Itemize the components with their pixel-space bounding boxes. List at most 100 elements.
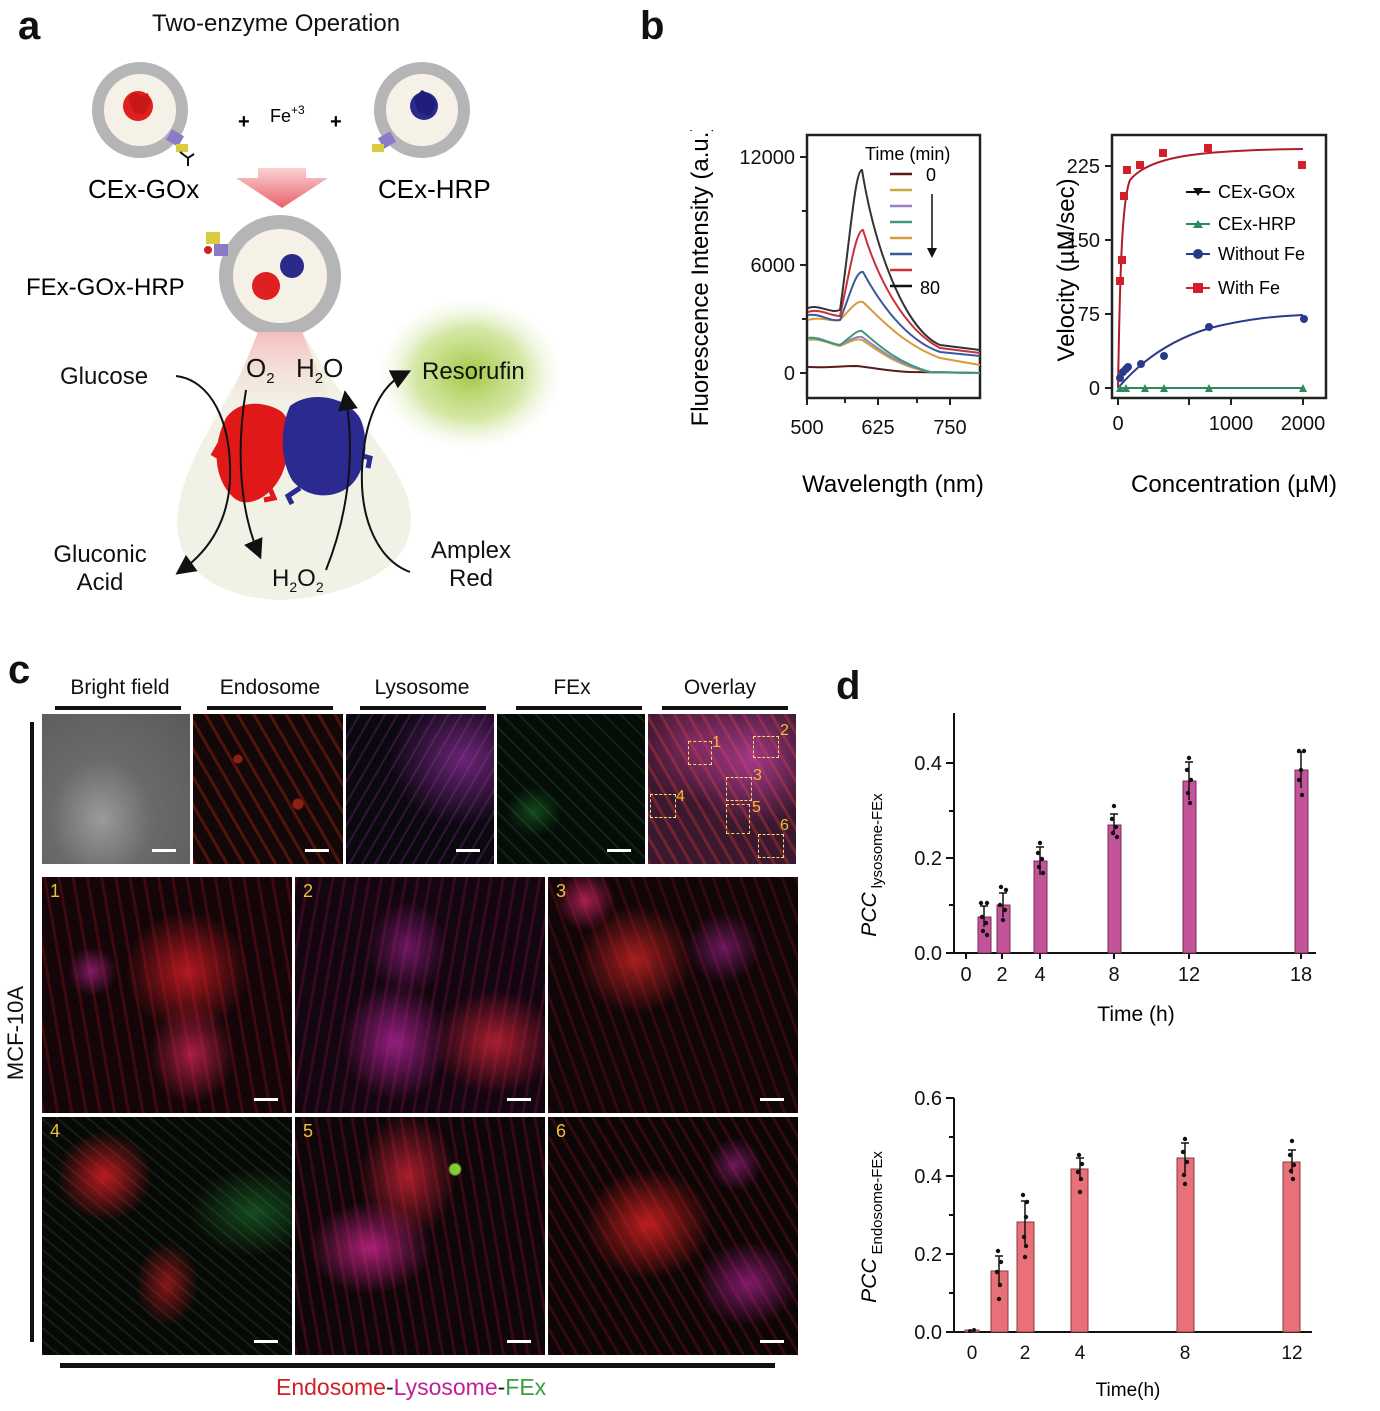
fex-gox-hrp-label: FEx-GOx-HRP bbox=[26, 274, 185, 301]
svg-text:0: 0 bbox=[1112, 413, 1123, 435]
panel-b-label: b bbox=[640, 4, 665, 48]
svg-text:2: 2 bbox=[996, 964, 1007, 986]
legend-end: 80 bbox=[920, 278, 940, 298]
svg-text:75: 75 bbox=[1078, 304, 1100, 326]
glucose-to-gluconic-arrow-icon bbox=[175, 375, 232, 575]
svg-text:4: 4 bbox=[1034, 964, 1045, 986]
zoom-tile-2: 2 bbox=[295, 877, 545, 1113]
fusion-arrow-icon bbox=[236, 168, 328, 208]
col-header-endosome: Endosome bbox=[219, 676, 321, 699]
micrograph-lysosome bbox=[346, 714, 494, 864]
zoom-tile-1: 1 bbox=[42, 877, 292, 1113]
resorufin-glow-icon bbox=[378, 298, 560, 450]
svg-text:0.2: 0.2 bbox=[914, 848, 942, 870]
header-rule bbox=[207, 706, 333, 710]
glucose-label: Glucose bbox=[60, 363, 149, 390]
plus-sign-1: + bbox=[238, 111, 250, 133]
svg-text:CEx-GOx: CEx-GOx bbox=[1218, 182, 1295, 202]
legend-start: 0 bbox=[926, 165, 936, 185]
svg-text:12: 12 bbox=[1281, 1343, 1302, 1364]
y-axis-label: Fluorescence Intensity (a.u.) bbox=[687, 130, 714, 426]
legend-title: Time (min) bbox=[865, 144, 950, 164]
svg-text:4: 4 bbox=[1075, 1343, 1086, 1364]
amplex-red-label: Amplex Red bbox=[430, 537, 512, 592]
o2-label: O2 bbox=[246, 353, 275, 388]
svg-text:1000: 1000 bbox=[1209, 413, 1254, 435]
scheme-title: Two-enzyme Operation bbox=[152, 10, 401, 37]
header-rule bbox=[360, 706, 486, 710]
x-axis-label: Time(h) bbox=[1096, 1380, 1161, 1401]
svg-text:0.6: 0.6 bbox=[914, 1088, 942, 1110]
micrograph-endosome bbox=[193, 714, 343, 864]
col-header-overlay: Overlay bbox=[683, 676, 757, 699]
resorufin-label: Resorufin bbox=[422, 358, 525, 385]
gluconic-acid-label: Gluconic Acid bbox=[53, 541, 147, 596]
x-axis-label: Wavelength (nm) bbox=[802, 471, 984, 498]
xtick-500: 500 bbox=[790, 417, 823, 439]
micrograph-overlay: 1 2 3 4 5 6 bbox=[648, 714, 796, 864]
micrograph-bright-field bbox=[42, 714, 190, 864]
svg-text:0.2: 0.2 bbox=[914, 1244, 942, 1266]
panel-d-label: d bbox=[836, 664, 861, 708]
svg-text:8: 8 bbox=[1108, 964, 1119, 986]
col-header-fex: FEx bbox=[553, 676, 591, 699]
ytick-12000: 12000 bbox=[739, 147, 795, 169]
vesicle-cex-gox-icon bbox=[92, 62, 195, 166]
svg-text:225: 225 bbox=[1067, 156, 1100, 178]
header-rule bbox=[516, 706, 642, 710]
o2-to-h2o2-arrow-icon bbox=[239, 389, 263, 560]
ytick-6000: 6000 bbox=[751, 255, 796, 277]
caption-rule bbox=[60, 1363, 775, 1368]
svg-text:0.0: 0.0 bbox=[914, 943, 942, 965]
h2o-label: H2O bbox=[296, 353, 344, 388]
svg-text:0.0: 0.0 bbox=[914, 1322, 942, 1344]
merge-caption: Endosome-Lysosome-FEx bbox=[276, 1374, 547, 1400]
xtick-625: 625 bbox=[861, 417, 894, 439]
iron-label: Fe+3 bbox=[270, 103, 305, 126]
micrograph-fex bbox=[497, 714, 645, 864]
zoom-tile-5: 5 bbox=[295, 1117, 545, 1355]
legend-swatches bbox=[890, 172, 912, 288]
svg-text:0.4: 0.4 bbox=[914, 1166, 942, 1188]
fluorescence-spectra-chart: 12000 6000 0 500 625 750 Wavelength (nm)… bbox=[687, 130, 984, 498]
cex-hrp-label: CEx-HRP bbox=[378, 174, 491, 204]
svg-text:0: 0 bbox=[960, 964, 971, 986]
pcc-endosome-fex-chart: 0.0 0.2 0.4 0.6 0 2 4 8 12 Time(h) PCCEndosome… bbox=[858, 1088, 1312, 1401]
panel-a-label: a bbox=[18, 4, 41, 48]
svg-text:Without Fe: Without Fe bbox=[1218, 244, 1305, 264]
svg-text:150: 150 bbox=[1067, 230, 1100, 252]
h2o2-label: H2O2 bbox=[272, 565, 324, 595]
header-rule bbox=[55, 706, 181, 710]
zoom-tile-3: 3 bbox=[548, 877, 798, 1113]
y-axis-label: PCClysosome-FEx bbox=[858, 793, 886, 937]
col-header-bright-field: Bright field bbox=[70, 676, 170, 699]
svg-text:2: 2 bbox=[1020, 1343, 1031, 1364]
y-axis-label: PCCEndosome-FEx bbox=[858, 1151, 886, 1303]
vesicle-cex-hrp-icon bbox=[372, 62, 470, 158]
svg-text:0.4: 0.4 bbox=[914, 753, 942, 775]
zoom-tile-4: 4 bbox=[42, 1117, 292, 1355]
xtick-750: 750 bbox=[933, 417, 966, 439]
enzyme-cascade-scheme: + Fe+3 + CEx-GOx CEx-HRP FEx-GOx-HRP bbox=[26, 62, 560, 600]
pcc-lysosome-fex-chart: 0.0 0.2 0.4 0 2 4 8 12 18 Time (h) PCClysosome… bbox=[858, 713, 1316, 1026]
row-rule bbox=[30, 722, 34, 1342]
cex-gox-label: CEx-GOx bbox=[88, 174, 199, 204]
zoom-tile-6: 6 bbox=[548, 1117, 798, 1355]
svg-text:0: 0 bbox=[967, 1343, 978, 1364]
header-rule bbox=[662, 706, 788, 710]
svg-text:2000: 2000 bbox=[1281, 413, 1326, 435]
vesicle-fex-gox-hrp-icon bbox=[204, 215, 341, 337]
svg-text:8: 8 bbox=[1180, 1343, 1191, 1364]
amplex-to-resorufin-arrow-icon bbox=[360, 370, 412, 573]
panel-c-label: c bbox=[8, 648, 31, 692]
h2o2-to-h2o-arrow-icon bbox=[325, 390, 358, 571]
row-label-mcf10a: MCF-10A bbox=[3, 985, 28, 1081]
svg-text:CEx-HRP: CEx-HRP bbox=[1218, 214, 1296, 234]
svg-text:18: 18 bbox=[1290, 964, 1312, 986]
svg-text:With Fe: With Fe bbox=[1218, 278, 1280, 298]
svg-text:0: 0 bbox=[1089, 378, 1100, 400]
velocity-legend: CEx-GOx CEx-HRP Without Fe With Fe bbox=[1186, 182, 1305, 298]
x-axis-label: Time (h) bbox=[1097, 1003, 1174, 1026]
y-axis-label: Velocity (µM/sec) bbox=[1053, 178, 1080, 361]
